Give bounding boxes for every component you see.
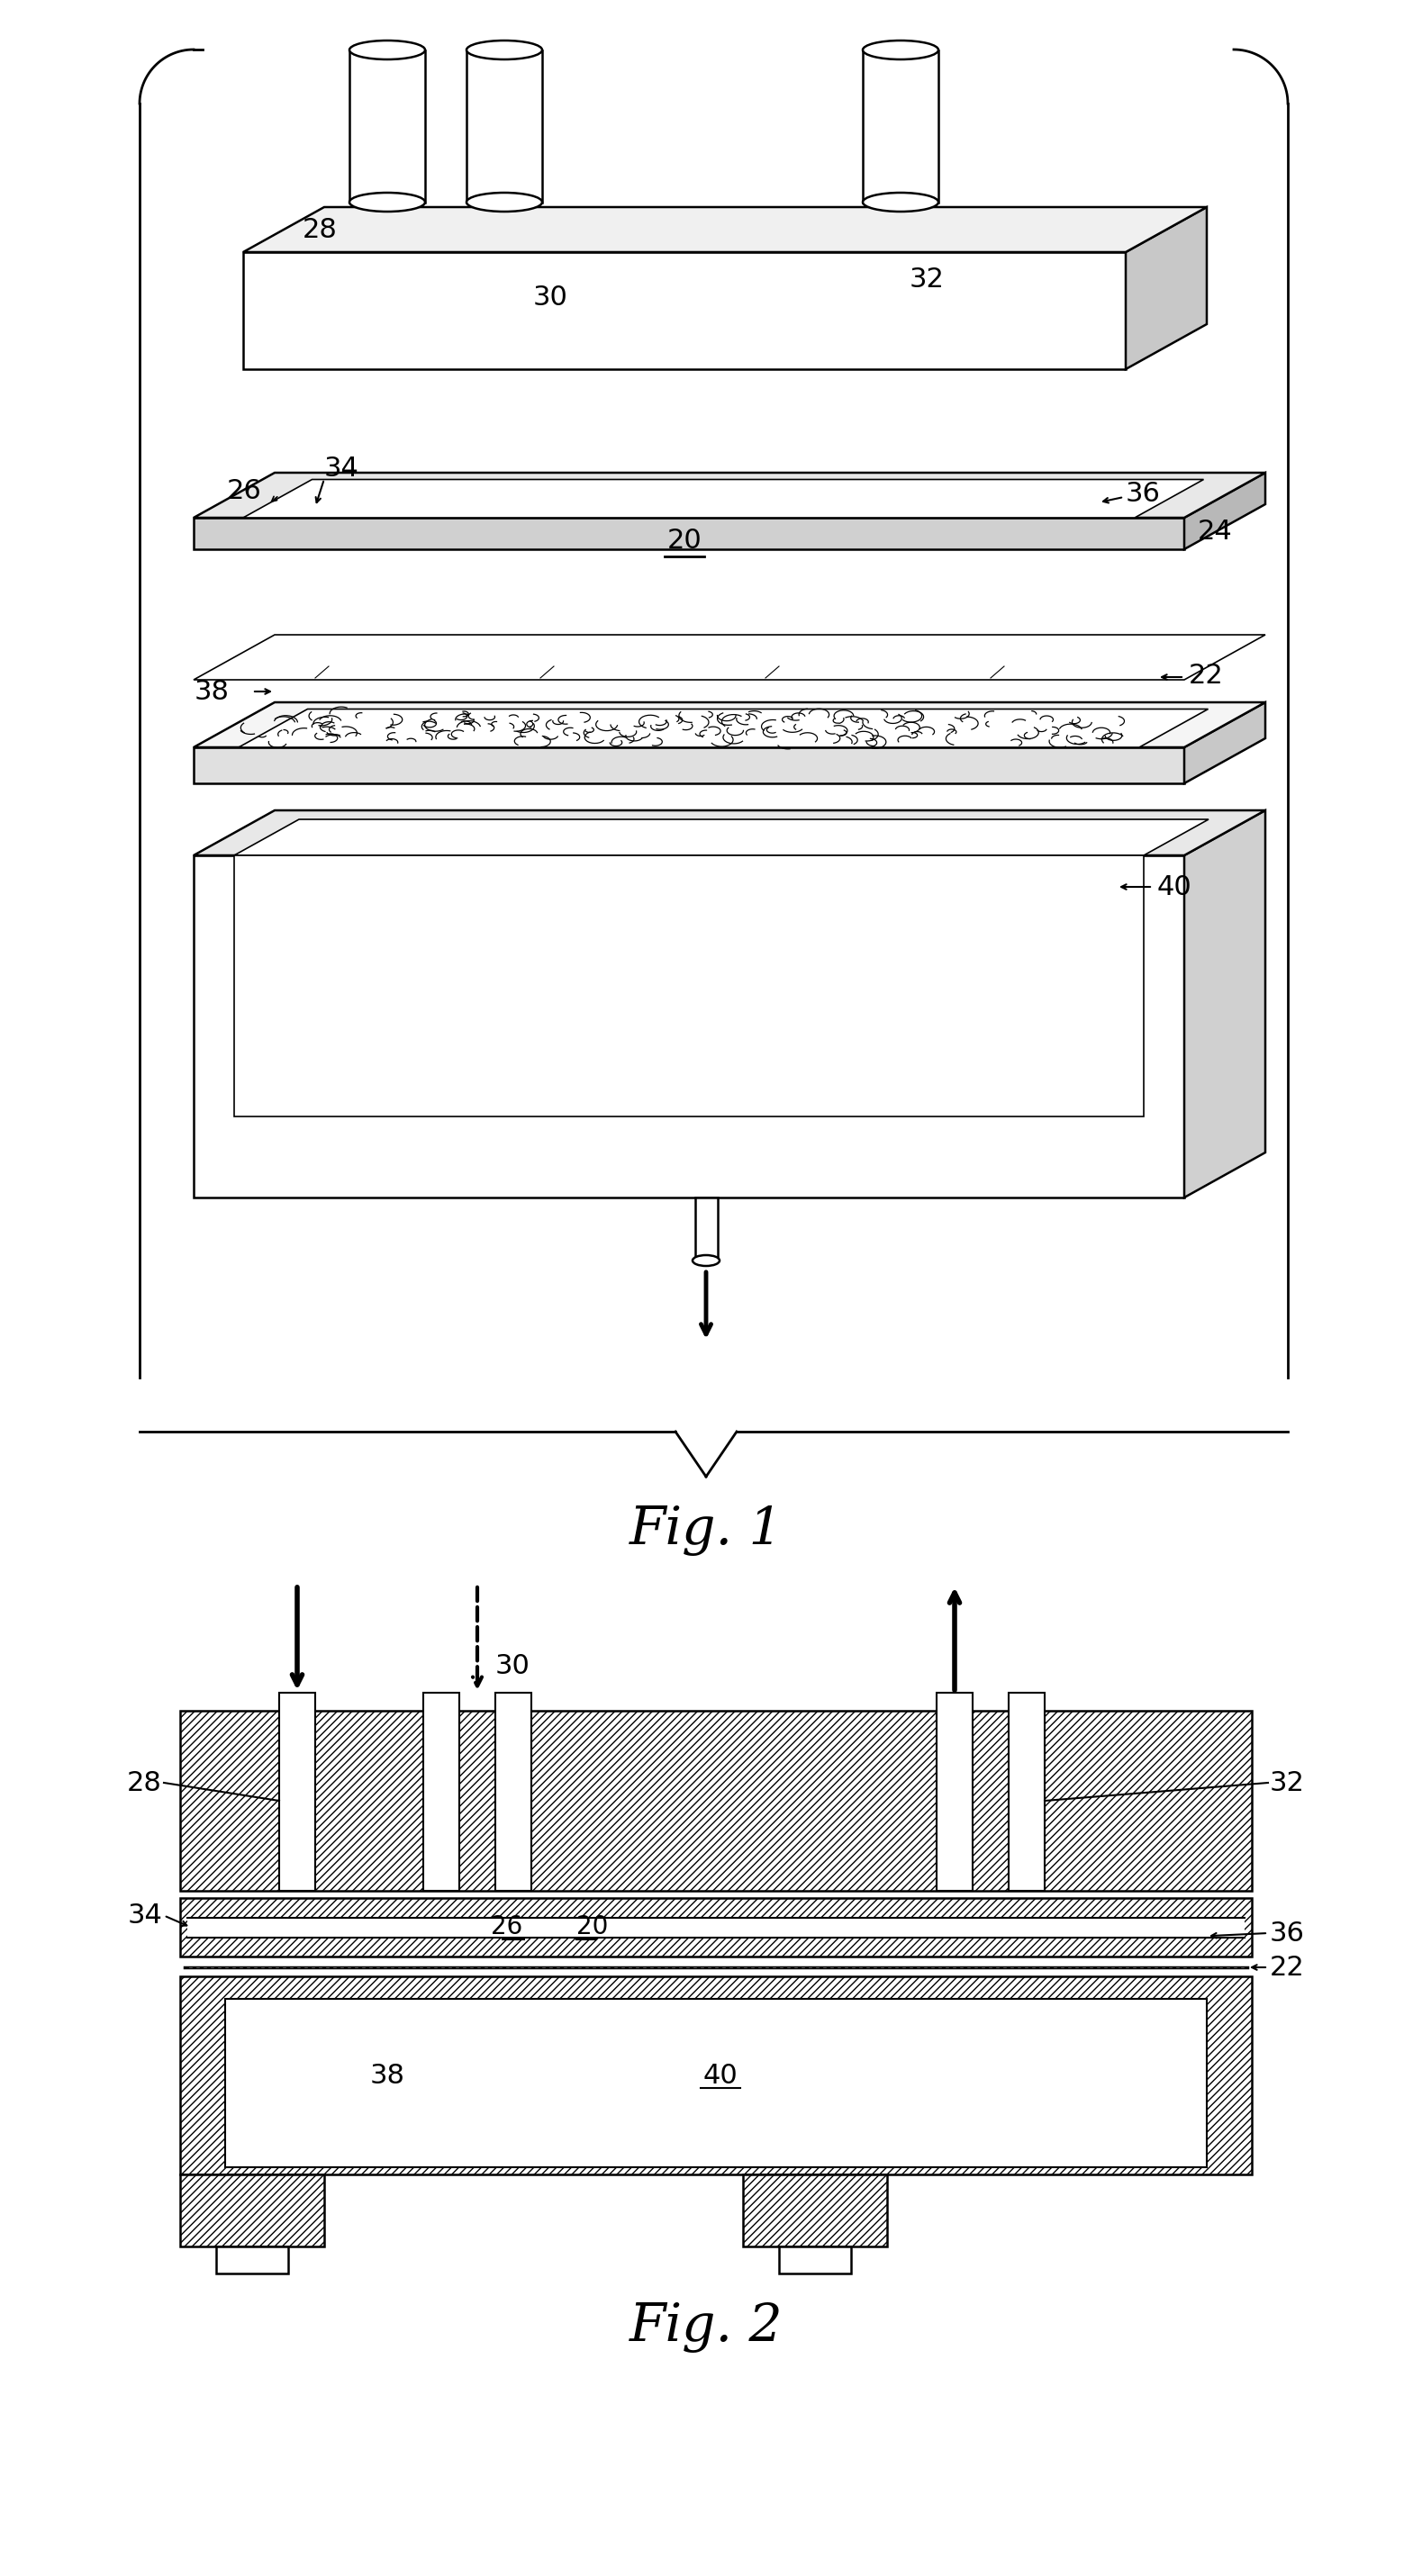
Text: 34: 34 <box>127 1904 162 1929</box>
Polygon shape <box>1184 703 1265 783</box>
Bar <box>496 1692 531 1891</box>
Text: 28: 28 <box>127 1770 162 1795</box>
Bar <box>179 2174 324 2246</box>
Polygon shape <box>194 474 1265 518</box>
Text: Fig. 2: Fig. 2 <box>629 2303 783 2352</box>
Text: 38: 38 <box>195 677 230 706</box>
Bar <box>349 49 425 201</box>
Bar <box>179 2174 324 2246</box>
Polygon shape <box>1126 206 1207 368</box>
Bar <box>179 1899 1252 1958</box>
Polygon shape <box>235 819 1208 855</box>
Ellipse shape <box>349 41 425 59</box>
Polygon shape <box>194 518 1184 549</box>
Text: 36: 36 <box>1126 479 1160 507</box>
Ellipse shape <box>692 1255 719 1265</box>
Polygon shape <box>1184 811 1265 1198</box>
Bar <box>937 1692 972 1891</box>
Polygon shape <box>194 634 1265 680</box>
Text: 24: 24 <box>1198 518 1232 544</box>
Bar <box>743 2174 887 2246</box>
Bar <box>779 2246 851 2275</box>
Polygon shape <box>194 703 1265 747</box>
Ellipse shape <box>466 193 543 211</box>
Text: 40: 40 <box>704 2063 738 2089</box>
Polygon shape <box>1184 474 1265 549</box>
Bar <box>424 1692 459 1891</box>
Polygon shape <box>194 811 1265 855</box>
Text: 26: 26 <box>490 1914 523 1940</box>
Bar <box>179 1710 1252 1891</box>
Text: 32: 32 <box>910 265 944 291</box>
Text: 30: 30 <box>533 283 568 309</box>
Polygon shape <box>235 855 1143 1115</box>
Text: 22: 22 <box>1270 1955 1304 1981</box>
Bar <box>179 1976 1252 2174</box>
Bar <box>179 1899 1252 1958</box>
Bar <box>863 49 938 201</box>
Text: 20: 20 <box>577 1914 608 1940</box>
Bar <box>1009 1692 1044 1891</box>
Text: 30: 30 <box>496 1654 530 1680</box>
Ellipse shape <box>349 193 425 211</box>
Text: 20: 20 <box>667 528 702 554</box>
Text: Fig. 1: Fig. 1 <box>629 1504 783 1556</box>
Bar <box>695 1198 718 1260</box>
Ellipse shape <box>863 41 938 59</box>
Text: 40: 40 <box>1157 873 1193 899</box>
Bar <box>225 1999 1207 2166</box>
Bar <box>188 1917 1245 1937</box>
Ellipse shape <box>863 193 938 211</box>
Polygon shape <box>243 206 1207 252</box>
Ellipse shape <box>466 41 543 59</box>
Text: 28: 28 <box>302 216 338 242</box>
Text: 36: 36 <box>1270 1919 1304 1947</box>
Polygon shape <box>239 708 1208 747</box>
Polygon shape <box>243 252 1126 368</box>
Text: 34: 34 <box>324 456 359 482</box>
Bar <box>280 1692 315 1891</box>
Polygon shape <box>243 479 1204 518</box>
Text: 32: 32 <box>1270 1770 1304 1795</box>
Polygon shape <box>194 747 1184 783</box>
Text: 22: 22 <box>1188 662 1224 688</box>
Text: 26: 26 <box>226 477 261 505</box>
Bar <box>743 2174 887 2246</box>
Bar <box>466 49 543 201</box>
Text: 38: 38 <box>370 2063 404 2089</box>
Bar <box>179 1976 1252 2174</box>
Bar <box>216 2246 288 2275</box>
Polygon shape <box>194 855 1184 1198</box>
Bar <box>179 1710 1252 1891</box>
